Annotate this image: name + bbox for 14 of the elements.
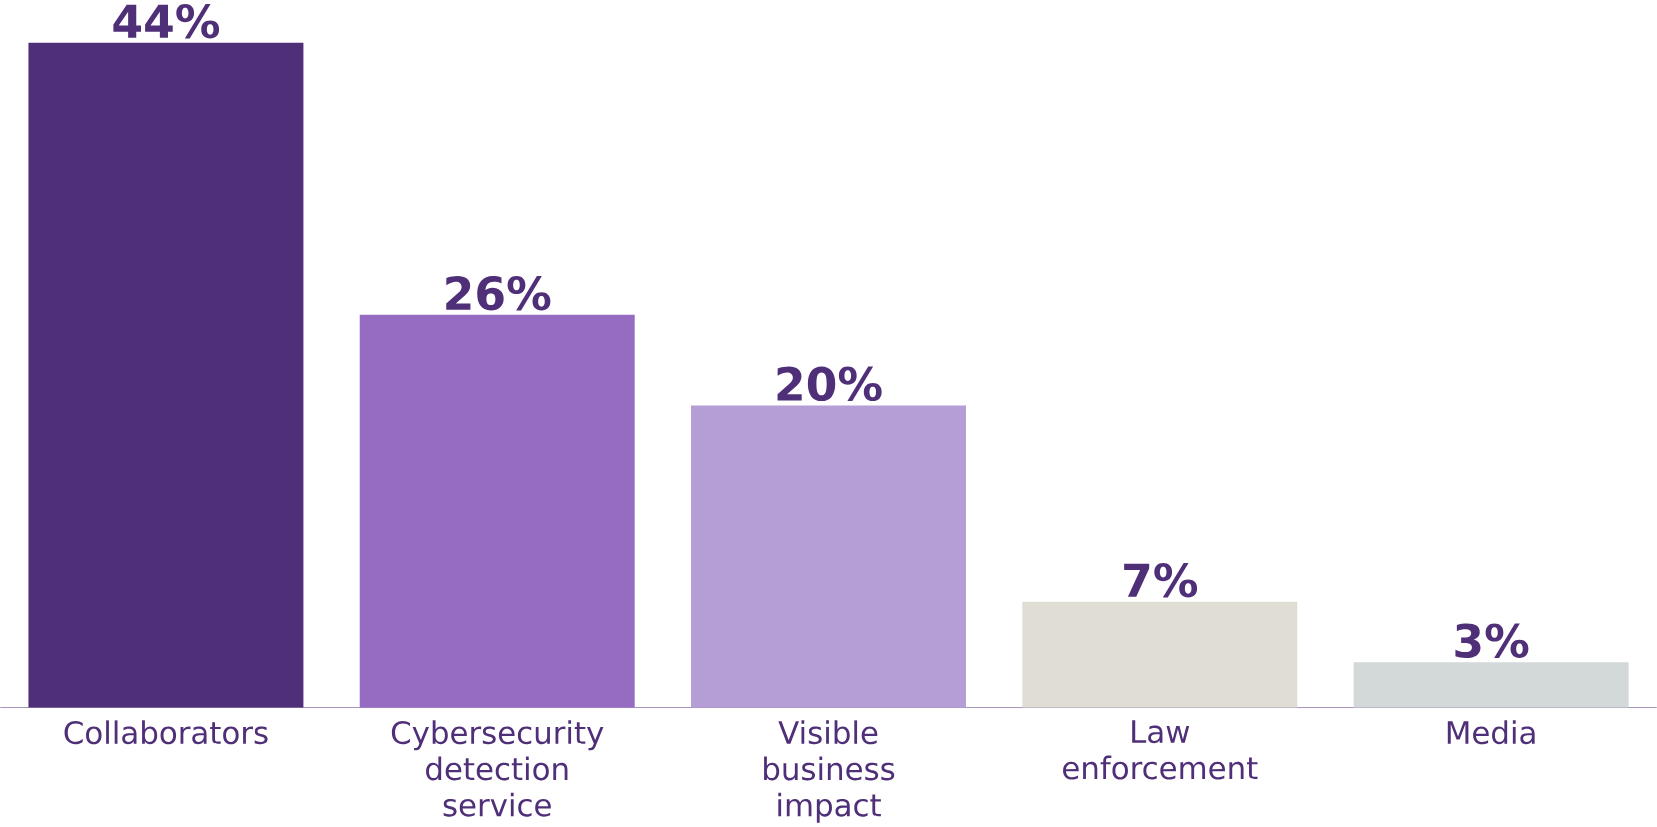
bar	[1022, 601, 1298, 708]
x-tick-label: Media	[1447, 720, 1535, 745]
bar	[1353, 662, 1629, 708]
x-tick-label: Visible business impact	[764, 720, 895, 823]
data-label: 7%	[1124, 562, 1198, 598]
data-label: 26%	[446, 275, 551, 311]
x-tick-label: Law enforcement	[1063, 720, 1258, 780]
data-label: 44%	[113, 3, 220, 39]
data-label: 20%	[777, 366, 882, 402]
x-tick-label: Collaborators	[64, 720, 268, 745]
bar	[691, 405, 966, 708]
bar	[359, 314, 635, 708]
data-label: 3%	[1455, 623, 1529, 658]
x-tick-label: Cybersecurity detection service	[391, 720, 604, 817]
